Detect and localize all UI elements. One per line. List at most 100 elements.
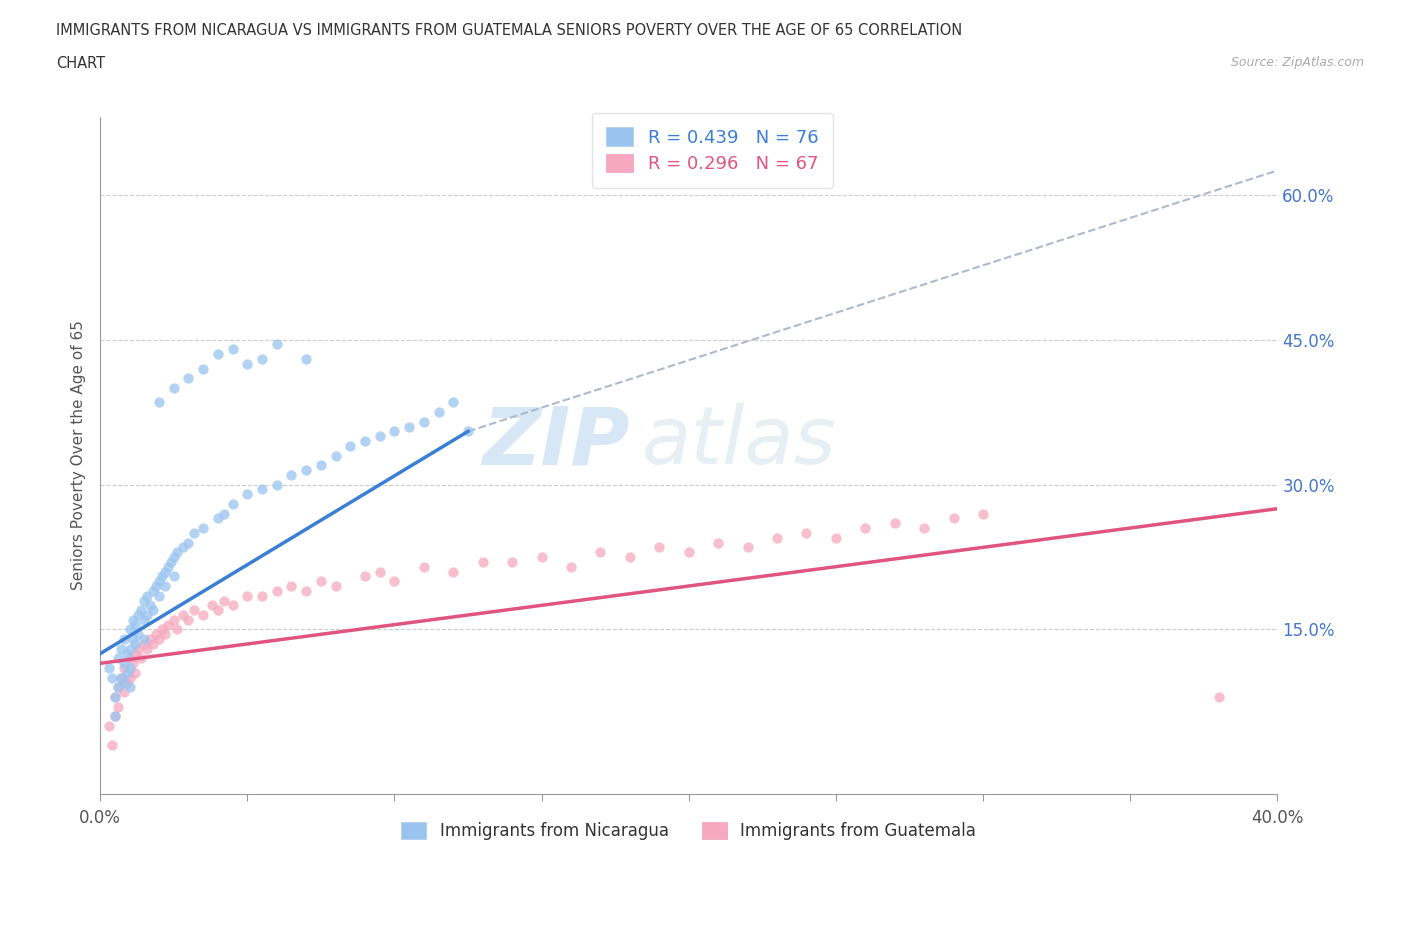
Point [589, 545, 612, 560]
Point [139, 598, 162, 613]
Point [148, 631, 170, 646]
Point [104, 690, 127, 705]
Point [212, 506, 235, 521]
Point [201, 598, 224, 613]
Point [853, 521, 876, 536]
Point [156, 559, 179, 574]
Point [384, 424, 406, 439]
Point [191, 361, 214, 376]
Point [972, 506, 994, 521]
Point [266, 477, 288, 492]
Point [112, 660, 135, 675]
Point [124, 646, 146, 661]
Point [148, 395, 170, 410]
Point [825, 530, 848, 545]
Point [796, 525, 818, 540]
Point [107, 699, 129, 714]
Point [107, 651, 129, 666]
Point [207, 347, 229, 362]
Point [309, 574, 332, 589]
Point [118, 680, 141, 695]
Point [142, 603, 165, 618]
Point [104, 709, 127, 724]
Point [163, 380, 186, 395]
Point [530, 550, 553, 565]
Point [97, 660, 120, 675]
Point [110, 671, 132, 685]
Point [191, 521, 214, 536]
Point [295, 352, 318, 366]
Y-axis label: Seniors Poverty Over the Age of 65: Seniors Poverty Over the Age of 65 [72, 321, 86, 591]
Point [166, 622, 188, 637]
Point [131, 603, 153, 618]
Text: Source: ZipAtlas.com: Source: ZipAtlas.com [1230, 56, 1364, 69]
Point [145, 578, 167, 593]
Point [707, 535, 730, 550]
Text: atlas: atlas [641, 403, 837, 481]
Point [398, 419, 420, 434]
Point [172, 607, 194, 622]
Point [280, 468, 302, 483]
Point [150, 569, 173, 584]
Point [139, 631, 162, 646]
Point [384, 574, 406, 589]
Point [110, 671, 132, 685]
Point [136, 607, 159, 622]
Point [250, 352, 273, 366]
Point [339, 438, 361, 453]
Point [121, 656, 143, 671]
Point [295, 583, 318, 598]
Point [153, 565, 176, 579]
Legend: Immigrants from Nicaragua, Immigrants from Guatemala: Immigrants from Nicaragua, Immigrants fr… [395, 815, 983, 846]
Point [412, 559, 434, 574]
Point [163, 569, 186, 584]
Point [134, 612, 156, 627]
Point [737, 540, 759, 555]
Point [648, 540, 671, 555]
Point [280, 578, 302, 593]
Point [136, 642, 159, 657]
Point [501, 554, 523, 569]
Point [191, 607, 214, 622]
Point [368, 565, 391, 579]
Point [150, 622, 173, 637]
Point [107, 680, 129, 695]
Point [560, 559, 582, 574]
Point [325, 578, 347, 593]
Point [101, 671, 124, 685]
Point [101, 738, 124, 753]
Text: ZIP: ZIP [482, 403, 630, 481]
Point [104, 709, 127, 724]
Point [221, 497, 243, 512]
Point [295, 462, 318, 477]
Point [221, 598, 243, 613]
Point [177, 612, 200, 627]
Point [207, 603, 229, 618]
Point [124, 618, 146, 632]
Point [441, 565, 464, 579]
Point [354, 433, 377, 448]
Point [159, 554, 181, 569]
Point [212, 593, 235, 608]
Point [163, 550, 186, 565]
Point [145, 627, 167, 642]
Point [142, 636, 165, 651]
Point [127, 642, 149, 657]
Point [121, 612, 143, 627]
Point [118, 622, 141, 637]
Point [177, 371, 200, 386]
Point [142, 583, 165, 598]
Point [236, 589, 259, 604]
Point [124, 666, 146, 681]
Point [441, 395, 464, 410]
Text: IMMIGRANTS FROM NICARAGUA VS IMMIGRANTS FROM GUATEMALA SENIORS POVERTY OVER THE : IMMIGRANTS FROM NICARAGUA VS IMMIGRANTS … [56, 23, 963, 38]
Point [172, 540, 194, 555]
Point [354, 569, 377, 584]
Point [104, 690, 127, 705]
Point [678, 545, 700, 560]
Point [112, 631, 135, 646]
Point [177, 535, 200, 550]
Point [250, 589, 273, 604]
Point [136, 589, 159, 604]
Point [207, 511, 229, 525]
